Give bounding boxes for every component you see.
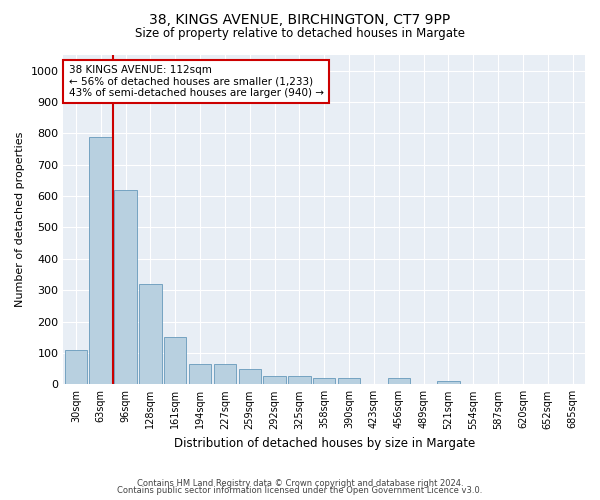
Bar	[164, 338, 187, 384]
Bar	[263, 376, 286, 384]
Y-axis label: Number of detached properties: Number of detached properties	[15, 132, 25, 308]
Text: Contains public sector information licensed under the Open Government Licence v3: Contains public sector information licen…	[118, 486, 482, 495]
Bar	[288, 376, 311, 384]
Text: 38 KINGS AVENUE: 112sqm
← 56% of detached houses are smaller (1,233)
43% of semi: 38 KINGS AVENUE: 112sqm ← 56% of detache…	[68, 65, 323, 98]
Bar	[89, 136, 112, 384]
Text: Contains HM Land Registry data © Crown copyright and database right 2024.: Contains HM Land Registry data © Crown c…	[137, 478, 463, 488]
Bar	[65, 350, 87, 384]
X-axis label: Distribution of detached houses by size in Margate: Distribution of detached houses by size …	[173, 437, 475, 450]
Text: Size of property relative to detached houses in Margate: Size of property relative to detached ho…	[135, 28, 465, 40]
Bar	[189, 364, 211, 384]
Bar	[338, 378, 360, 384]
Bar	[313, 378, 335, 384]
Bar	[239, 368, 261, 384]
Bar	[214, 364, 236, 384]
Bar	[139, 284, 161, 384]
Bar	[437, 381, 460, 384]
Bar	[388, 378, 410, 384]
Text: 38, KINGS AVENUE, BIRCHINGTON, CT7 9PP: 38, KINGS AVENUE, BIRCHINGTON, CT7 9PP	[149, 12, 451, 26]
Bar	[115, 190, 137, 384]
